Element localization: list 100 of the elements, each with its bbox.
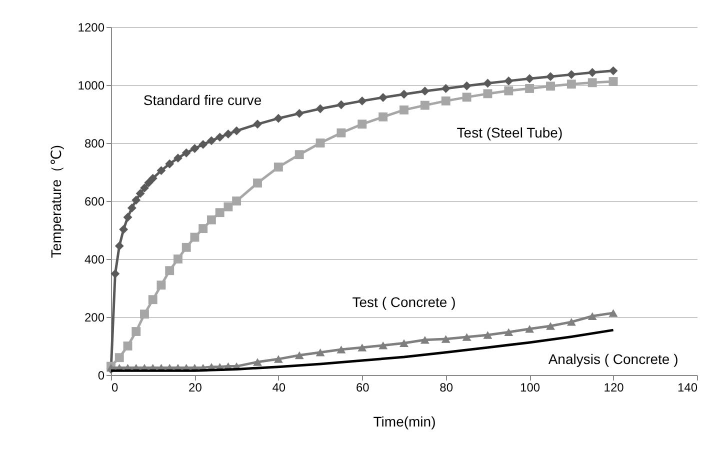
point — [165, 266, 174, 276]
point — [546, 322, 555, 330]
x-tick-label: 40 — [272, 380, 286, 394]
series-label: Test (Steel Tube) — [456, 124, 563, 141]
point — [144, 178, 154, 188]
point — [294, 351, 304, 360]
x-tick-label: 100 — [520, 380, 540, 394]
point — [206, 136, 216, 146]
y-axis-title: Temperature（℃) — [48, 145, 64, 258]
x-axis-title: Time(min) — [373, 414, 436, 430]
point — [274, 162, 283, 172]
point — [420, 100, 430, 110]
point — [127, 203, 136, 212]
point — [462, 81, 472, 90]
point — [316, 104, 325, 114]
point — [400, 105, 408, 114]
point — [165, 159, 174, 168]
point — [224, 202, 233, 212]
point — [358, 96, 367, 106]
point — [588, 312, 597, 320]
series-label: Test ( Concrete ) — [352, 294, 456, 310]
point — [546, 72, 555, 82]
point — [358, 120, 367, 129]
point — [378, 93, 388, 102]
point — [608, 77, 618, 86]
point — [132, 327, 141, 336]
point — [504, 328, 514, 336]
y-tick-label: 400 — [84, 252, 105, 266]
point — [504, 86, 514, 96]
x-tick-label: 20 — [188, 380, 202, 394]
point — [608, 309, 618, 317]
point — [441, 335, 450, 343]
point — [253, 358, 262, 366]
point — [190, 232, 200, 242]
point — [114, 353, 124, 362]
point — [198, 224, 208, 234]
point — [546, 82, 555, 91]
x-tick-label: 120 — [604, 380, 624, 394]
point — [174, 254, 182, 264]
point — [336, 128, 346, 138]
point — [483, 89, 492, 98]
y-tick-label: 800 — [84, 136, 105, 150]
point — [420, 336, 430, 344]
series-label: Standard fire curve — [143, 92, 262, 108]
y-tick-label: 1000 — [78, 78, 105, 92]
point — [274, 355, 283, 363]
point — [483, 78, 492, 88]
point — [274, 114, 283, 123]
point — [525, 84, 534, 93]
y-tick-label: 0 — [98, 368, 105, 382]
point — [378, 342, 388, 350]
point — [119, 224, 128, 234]
point — [462, 92, 472, 102]
y-tick-label: 1200 — [78, 20, 105, 34]
point — [316, 138, 325, 148]
series-label: Analysis ( Concrete ) — [548, 351, 678, 368]
point — [232, 196, 242, 206]
point — [140, 310, 149, 319]
point — [588, 68, 597, 77]
point — [232, 126, 242, 136]
point — [110, 269, 120, 278]
point — [420, 86, 430, 96]
point — [294, 150, 304, 160]
point — [336, 100, 346, 110]
point — [224, 130, 233, 138]
point — [136, 188, 145, 198]
point — [182, 148, 191, 158]
point — [566, 80, 576, 89]
point — [253, 120, 262, 129]
point — [608, 66, 618, 76]
point — [182, 242, 191, 252]
point — [156, 166, 166, 176]
y-tick-label: 200 — [84, 310, 105, 324]
point — [190, 144, 200, 153]
point — [358, 344, 367, 352]
point — [198, 140, 208, 149]
point — [206, 215, 216, 224]
point — [441, 96, 450, 106]
point — [525, 74, 534, 84]
point — [114, 241, 124, 250]
point — [566, 70, 576, 80]
point — [378, 112, 388, 122]
x-tick-label: 0 — [112, 380, 118, 394]
point — [462, 333, 472, 341]
point — [215, 132, 224, 142]
point — [132, 196, 141, 205]
point — [123, 212, 132, 222]
point — [504, 76, 514, 86]
y-tick-label: 600 — [84, 194, 105, 208]
point — [566, 318, 576, 326]
point — [525, 325, 534, 333]
point — [441, 84, 450, 93]
x-tick-label: 80 — [440, 380, 454, 394]
x-tick-label: 60 — [356, 380, 370, 394]
point — [483, 331, 492, 339]
point — [253, 178, 262, 188]
point — [294, 108, 304, 118]
point — [140, 183, 149, 192]
point — [174, 154, 182, 163]
point — [156, 280, 166, 290]
